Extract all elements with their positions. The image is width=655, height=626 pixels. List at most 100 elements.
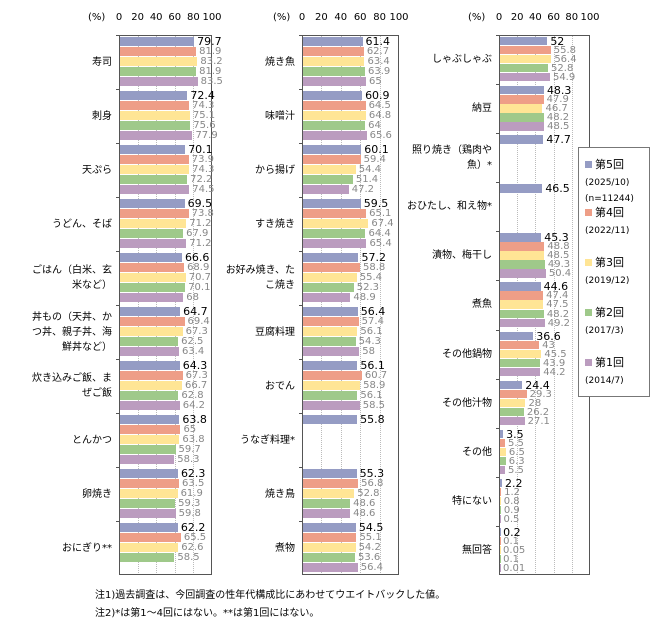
category-tick: [496, 525, 499, 527]
bar: [303, 155, 361, 165]
data-label: 69.5: [187, 197, 213, 210]
bar: [303, 165, 356, 175]
data-label: 72.4: [190, 89, 215, 102]
bar: [303, 239, 367, 249]
tick-label: 60: [353, 12, 367, 23]
data-label: 67.4: [371, 218, 394, 229]
data-label: 47.4: [546, 290, 569, 302]
bar: [303, 317, 359, 327]
bar: [120, 435, 180, 445]
data-label: 59.7: [178, 444, 201, 455]
data-label: 63.5: [182, 478, 205, 489]
category-tick: [496, 378, 499, 380]
bar: [500, 282, 541, 291]
data-label: 61.4: [365, 35, 391, 48]
data-label: 74.5: [192, 184, 215, 195]
data-label: 59.4: [363, 154, 386, 165]
bar: [303, 111, 366, 121]
bar: [120, 209, 189, 219]
data-label: 64.4: [368, 228, 391, 239]
data-label: 77.9: [195, 130, 218, 141]
gridline: [340, 35, 342, 575]
legend-sublabel: (2017/3): [585, 326, 624, 336]
bar: [500, 104, 543, 113]
bar: [303, 563, 358, 573]
bar: [120, 391, 179, 401]
bar: [500, 318, 545, 327]
data-label: 68.9: [187, 262, 210, 273]
data-label: 56.4: [360, 562, 383, 573]
gridline: [379, 35, 381, 575]
bar: [303, 37, 363, 47]
tick-label: 20: [510, 12, 524, 23]
tick-label: 0: [115, 12, 123, 23]
bar: [120, 371, 183, 381]
data-label: 48.8: [547, 241, 570, 253]
bar: [500, 309, 544, 318]
legend-label: 第3回: [595, 256, 624, 269]
bar: [303, 327, 358, 337]
bar: [303, 337, 356, 347]
data-label: 54.2: [358, 542, 381, 553]
category-tick: [299, 359, 302, 360]
data-label: 48.5: [547, 250, 570, 262]
bar: [120, 175, 188, 185]
data-label: 45.3: [544, 231, 569, 245]
bar: [500, 487, 502, 497]
category-tick: [496, 329, 499, 331]
data-label: 74.3: [192, 164, 215, 175]
bar: [500, 331, 534, 340]
legend-item: 第4回 (2022/11): [585, 204, 629, 236]
data-label: 70.1: [188, 282, 211, 293]
category-tick: [116, 197, 119, 198]
bar: [120, 67, 197, 77]
data-label: 55.3: [359, 467, 385, 480]
data-label: 48.3: [546, 84, 572, 98]
bar: [303, 553, 355, 563]
bar: [303, 273, 357, 283]
data-label: 50.4: [548, 268, 572, 280]
bar: [120, 509, 176, 519]
category-label: とんかつ: [72, 434, 112, 446]
data-label: 64.5: [368, 100, 391, 111]
bar: [500, 55, 552, 64]
bar: [303, 131, 367, 141]
category-tick: [299, 197, 302, 198]
data-label: 48.5: [547, 121, 570, 133]
bar: [120, 381, 183, 391]
bar: [500, 242, 545, 251]
bar: [500, 349, 542, 358]
data-label: 81.9: [199, 66, 222, 77]
data-label: 55.4: [359, 272, 382, 283]
data-label: 0.5: [503, 513, 520, 525]
bar: [120, 347, 179, 357]
bar: [303, 67, 365, 77]
data-label: 55.1: [359, 532, 382, 543]
bar: [500, 73, 550, 82]
data-label: 61.9: [180, 488, 203, 499]
legend-swatch: [585, 209, 592, 216]
legend-sublabel: (n=11244): [585, 194, 634, 204]
bar: [500, 251, 545, 260]
bar: [120, 253, 182, 263]
tick-label: 40: [334, 12, 348, 23]
category-label: うどん、そば: [52, 218, 112, 230]
data-label: 56.4: [554, 54, 577, 66]
data-label: 71.2: [189, 218, 212, 229]
data-label: 46.5: [545, 182, 570, 196]
data-label: 60.1: [364, 143, 389, 156]
data-label: 65.1: [369, 208, 392, 219]
bar: [500, 37, 548, 46]
data-label: 0.1: [503, 535, 519, 547]
bar: [120, 131, 193, 141]
category-tick: [299, 35, 302, 36]
bar: [120, 219, 187, 229]
data-label: 67.9: [186, 228, 209, 239]
bar: [500, 380, 523, 390]
data-label: 59.5: [363, 197, 389, 210]
tick-label: 40: [529, 12, 542, 23]
category-label: 炊き込みご飯、まぜご飯: [32, 373, 112, 399]
category-tick: [496, 133, 499, 135]
category-tick: [496, 231, 499, 233]
data-label: 81.9: [199, 46, 222, 57]
